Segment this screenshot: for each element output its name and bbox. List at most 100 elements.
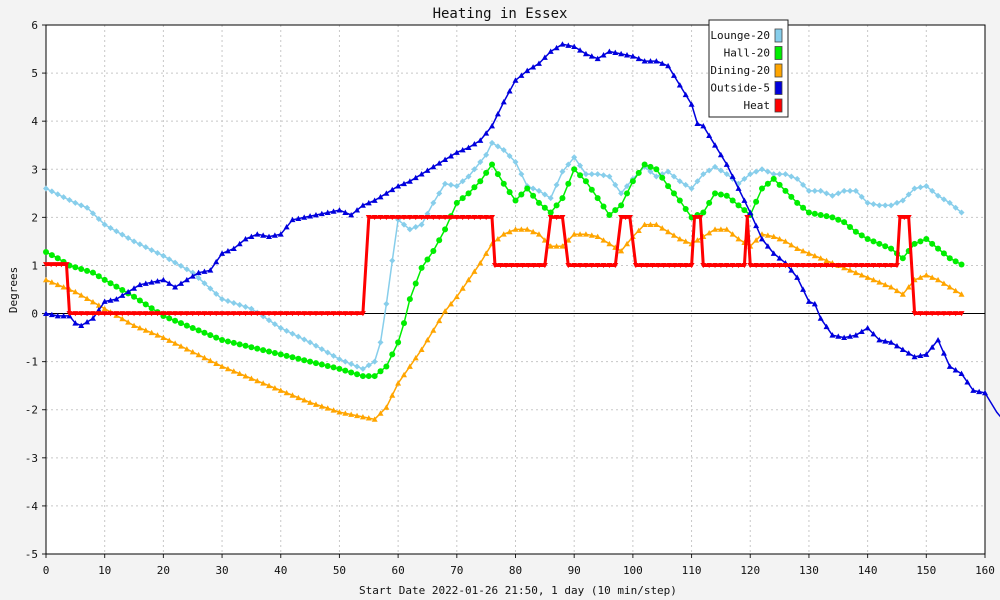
data-point-lounge-20: [700, 171, 707, 178]
data-point-dining-20: [142, 327, 149, 333]
data-point-outside-5: [383, 190, 390, 196]
data-point-lounge-20: [219, 296, 226, 303]
data-point-lounge-20: [483, 151, 490, 158]
data-point-heat: [277, 311, 284, 317]
data-point-outside-5: [447, 153, 454, 159]
data-point-outside-5: [535, 60, 542, 66]
y-tick-label: -3: [25, 452, 38, 465]
data-point-heat: [565, 263, 572, 269]
data-point-dining-20: [782, 238, 789, 244]
data-point-hall-20: [629, 178, 636, 185]
data-point-dining-20: [201, 354, 208, 361]
data-point-dining-20: [336, 409, 343, 415]
data-point-heat: [864, 263, 871, 269]
data-point-dining-20: [260, 380, 267, 386]
data-point-hall-20: [594, 195, 601, 202]
data-point-hall-20: [823, 213, 830, 220]
data-point-lounge-20: [301, 336, 308, 343]
data-point-dining-20: [864, 274, 871, 280]
data-point-heat: [600, 263, 607, 269]
data-point-hall-20: [729, 197, 736, 204]
data-point-heat: [729, 263, 736, 269]
data-point-outside-5: [107, 297, 114, 303]
data-point-hall-20: [207, 332, 214, 339]
data-point-outside-5: [318, 210, 325, 217]
x-tick-label: 70: [450, 564, 463, 577]
data-point-hall-20: [430, 248, 437, 255]
data-point-dining-20: [571, 231, 578, 237]
data-point-outside-5: [899, 346, 906, 353]
data-point-lounge-20: [330, 352, 337, 359]
data-point-lounge-20: [852, 187, 859, 194]
data-point-outside-5: [494, 110, 501, 117]
data-point-lounge-20: [612, 181, 619, 188]
data-point-outside-5: [764, 243, 771, 249]
data-point-heat: [852, 263, 859, 269]
data-point-hall-20: [530, 192, 537, 199]
data-point-hall-20: [236, 341, 243, 348]
data-point-hall-20: [189, 324, 196, 331]
data-point-heat: [666, 263, 673, 269]
data-point-outside-5: [43, 310, 49, 316]
data-point-heat: [717, 263, 724, 269]
data-point-dining-20: [436, 317, 443, 324]
data-point-hall-20: [847, 223, 854, 230]
data-point-heat: [365, 214, 372, 221]
data-point-hall-20: [230, 339, 237, 346]
data-point-heat: [770, 263, 777, 269]
data-point-outside-5: [858, 328, 865, 334]
data-point-heat: [847, 263, 854, 269]
data-point-outside-5: [148, 279, 155, 285]
data-point-hall-20: [377, 368, 384, 375]
data-point-hall-20: [635, 169, 642, 176]
data-point-heat: [571, 263, 578, 269]
data-point-dining-20: [365, 415, 372, 421]
data-point-dining-20: [324, 405, 331, 411]
data-point-heat: [354, 311, 361, 317]
data-point-dining-20: [682, 238, 689, 244]
data-point-lounge-20: [242, 303, 249, 310]
y-tick-label: -2: [25, 404, 38, 417]
y-tick-label: 4: [31, 115, 38, 128]
data-point-dining-20: [665, 228, 672, 235]
data-point-dining-20: [753, 237, 760, 243]
data-point-lounge-20: [864, 199, 871, 206]
data-point-hall-20: [659, 174, 666, 181]
data-point-heat: [260, 311, 267, 317]
data-point-hall-20: [260, 347, 267, 354]
legend: Lounge-20 Hall-20 Dining-20 Outside-5 Heat: [708, 19, 789, 118]
data-point-lounge-20: [559, 168, 566, 175]
data-point-heat: [459, 214, 466, 221]
data-point-lounge-20: [271, 321, 278, 328]
data-point-lounge-20: [342, 358, 349, 365]
data-point-dining-20: [459, 285, 466, 291]
data-point-lounge-20: [336, 356, 343, 363]
data-point-heat: [383, 214, 390, 221]
data-point-outside-5: [800, 286, 807, 292]
data-point-dining-20: [776, 236, 783, 242]
data-point-heat: [195, 311, 202, 317]
data-point-dining-20: [254, 377, 261, 384]
x-tick-label: 110: [682, 564, 702, 577]
data-point-hall-20: [266, 348, 273, 355]
data-point-heat: [125, 311, 132, 317]
data-point-dining-20: [500, 231, 507, 237]
y-tick-label: 0: [31, 308, 38, 321]
data-point-heat: [525, 263, 532, 269]
data-point-hall-20: [289, 354, 296, 361]
data-point-heat: [72, 311, 79, 317]
data-point-dining-20: [600, 237, 607, 243]
data-point-lounge-20: [359, 365, 366, 372]
data-point-hall-20: [524, 185, 531, 192]
legend-label-hall-20: Hall-20: [724, 47, 770, 60]
data-point-heat: [700, 263, 707, 269]
data-point-lounge-20: [706, 167, 713, 174]
data-point-heat: [148, 311, 155, 317]
data-point-outside-5: [289, 216, 296, 223]
data-point-outside-5: [465, 144, 472, 151]
data-point-heat: [530, 263, 537, 269]
data-point-lounge-20: [447, 181, 454, 188]
data-point-lounge-20: [847, 187, 854, 194]
data-point-outside-5: [442, 156, 449, 163]
grid-lines: [46, 25, 985, 554]
